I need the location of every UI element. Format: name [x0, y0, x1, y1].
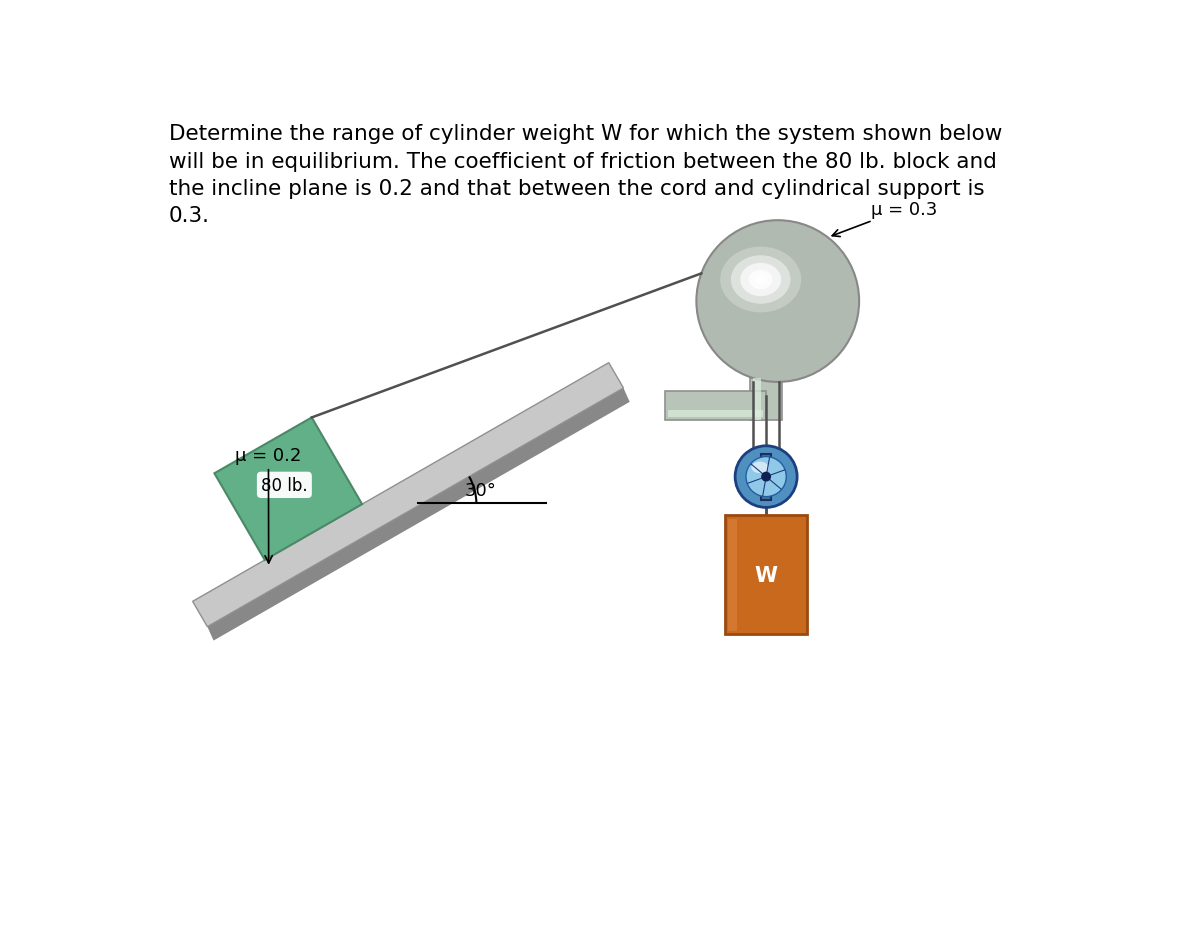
Bar [761, 454, 772, 500]
Bar [752, 379, 761, 421]
Bar [726, 515, 806, 634]
Bar [665, 392, 766, 421]
Bar [750, 379, 782, 421]
Bar [727, 519, 737, 631]
Polygon shape [215, 418, 362, 561]
Text: Determine the range of cylinder weight W for which the system shown below
will b: Determine the range of cylinder weight W… [168, 125, 1002, 226]
Ellipse shape [755, 276, 767, 285]
Ellipse shape [751, 463, 768, 474]
Polygon shape [208, 389, 630, 641]
Text: μ = 0.3: μ = 0.3 [832, 200, 937, 237]
Circle shape [746, 457, 786, 497]
Circle shape [696, 221, 859, 382]
Text: 30°: 30° [464, 481, 497, 499]
Bar [667, 411, 763, 418]
Ellipse shape [749, 271, 773, 290]
Ellipse shape [731, 256, 791, 304]
Text: 80 lb.: 80 lb. [262, 477, 307, 495]
Polygon shape [193, 363, 624, 627]
Circle shape [762, 473, 770, 481]
Ellipse shape [740, 263, 781, 296]
Text: μ = 0.2: μ = 0.2 [235, 447, 301, 564]
Ellipse shape [720, 247, 802, 313]
Text: W: W [755, 565, 778, 585]
Circle shape [736, 447, 797, 508]
